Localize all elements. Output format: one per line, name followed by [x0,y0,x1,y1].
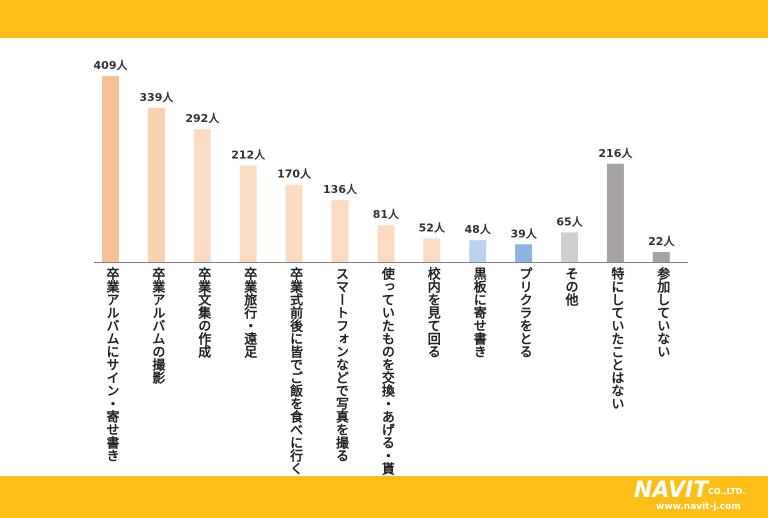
navit-logo: NAVIT CO.,LTD. www.navit-j.com [634,479,760,515]
bar [561,232,578,262]
category-label: 卒業アルバムの撮影 [149,267,165,384]
data-label: 292人 [185,111,220,125]
bar [377,225,395,262]
logo-wordmark: NAVIT [634,478,709,503]
category-label: 卒業アルバムにサイン・寄せ書き [103,267,119,462]
bar [285,184,303,262]
bar [147,107,165,262]
data-label: 212人 [231,148,266,162]
data-label: 136人 [323,182,358,196]
data-label: 22人 [648,234,675,248]
bar [331,200,349,262]
logo-suffix: CO.,LTD. [708,487,746,496]
bar [469,240,487,262]
category-label: その他 [562,267,578,306]
logo-url: www.navit-j.com [656,502,741,512]
category-label: 黒板に寄せ書き [470,267,486,358]
bar [606,163,624,262]
category-label: 卒業式前後に皆でご飯を食べに行く [287,267,303,475]
category-label: 特にしていたことはない [608,267,624,410]
category-label: スマートフォンなどで写真を撮る [333,267,348,462]
category-label: 参加していない [654,267,670,358]
data-label: 48人 [465,222,492,236]
category-label: 使っていたものを交換・あげる・貰う [378,267,394,488]
bar [102,76,119,262]
bar [193,129,211,262]
data-label: 216人 [598,146,633,160]
top-banner [0,0,768,38]
bar [239,165,257,262]
category-label: 校内を見て回る [424,267,440,358]
data-label: 52人 [419,220,446,234]
bar [652,251,670,262]
category-label: プリクラをとる [516,267,532,358]
bottom-banner: NAVIT CO.,LTD. www.navit-j.com [0,476,768,518]
category-label: 卒業文集の作成 [195,267,211,358]
data-label: 339人 [139,90,174,104]
bar [515,244,533,262]
data-label: 65人 [556,214,583,228]
data-label: 81人 [373,207,400,221]
category-label: 卒業旅行・遠足 [241,267,257,358]
data-label: 170人 [277,167,312,181]
data-label: 39人 [510,226,537,240]
bar [423,238,441,262]
data-label: 409人 [94,58,129,72]
